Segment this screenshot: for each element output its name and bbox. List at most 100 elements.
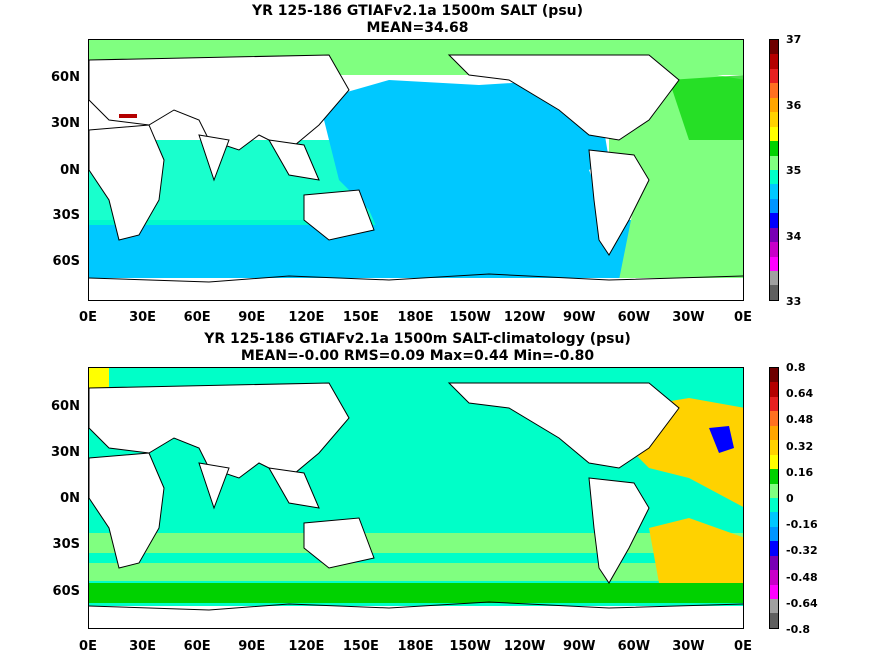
colorbar-label: 34 — [786, 229, 802, 243]
colorbar-segment — [770, 469, 778, 484]
labrador-negative — [709, 426, 734, 453]
colorbar — [769, 39, 779, 301]
x-tick-label: 30W — [672, 310, 705, 325]
colorbar-label: -0.48 — [786, 570, 818, 584]
africa-land — [89, 452, 165, 569]
colorbar-label: 36 — [786, 98, 802, 112]
y-tick-label: 60N — [51, 70, 80, 85]
antarctica-coast — [89, 273, 743, 283]
south-america-land — [588, 149, 650, 256]
salinity-map-plot — [89, 40, 743, 300]
colorbar-segment — [770, 440, 778, 455]
seasia-land — [268, 139, 320, 181]
colorbar-segment — [770, 368, 778, 383]
y-tick-label: 30N — [51, 445, 80, 460]
colorbar-segment — [770, 83, 778, 98]
north-atlantic-region — [669, 75, 743, 140]
x-tick-label: 60W — [617, 310, 651, 325]
colorbar-label: 0.64 — [786, 387, 814, 401]
colorbar-segment — [770, 497, 778, 513]
x-tick-label: 0E — [734, 310, 752, 325]
colorbar-label: 0.48 — [786, 413, 814, 427]
colorbar-label: 33 — [786, 295, 802, 308]
colorbar-segment — [770, 271, 778, 286]
colorbar-segment — [770, 526, 778, 542]
x-tick-label: 90E — [238, 310, 266, 325]
y-tick-label: 60S — [52, 584, 80, 599]
africa-land — [89, 124, 165, 241]
seasia-land — [268, 467, 320, 509]
arctic-positive — [89, 368, 109, 393]
colorbar-segment — [770, 155, 778, 170]
salinity-map — [88, 39, 744, 301]
colorbar-label: 0 — [786, 492, 794, 505]
colorbar-segment — [770, 411, 778, 426]
south-atlantic-positive — [649, 518, 743, 583]
colorbar-segment — [770, 396, 778, 412]
x-tick-label: 150W — [449, 639, 491, 654]
antarctica-coast — [89, 601, 743, 611]
colorbar-label: -0.16 — [786, 518, 818, 532]
india-land — [198, 462, 230, 510]
colorbar-segment — [770, 541, 778, 556]
southern-band-2 — [89, 563, 743, 581]
colorbar-segment — [770, 285, 778, 300]
colorbar-label: 0.8 — [786, 361, 806, 374]
x-tick-label: 120E — [288, 310, 325, 325]
colorbar-segment — [770, 112, 778, 127]
y-tick-label: 30N — [51, 116, 80, 131]
colorbar-label: 0.32 — [786, 439, 814, 453]
colorbar-label: -0.64 — [786, 596, 818, 610]
colorbar-label: -0.8 — [786, 623, 811, 636]
colorbar-segment — [770, 54, 778, 69]
colorbar-segment — [770, 213, 778, 228]
x-tick-label: 0E — [79, 310, 97, 325]
chart-subtitle: MEAN=-0.00 RMS=0.09 Max=0.44 Min=-0.80 — [240, 348, 595, 364]
y-tick-label: 0N — [60, 491, 80, 506]
antarctica-land — [89, 278, 743, 300]
colorbar-segment — [770, 242, 778, 257]
india-land — [198, 134, 230, 182]
x-tick-label: 90W — [563, 310, 596, 325]
x-tick-label: 60W — [617, 639, 651, 654]
x-tick-label: 0E — [79, 639, 97, 654]
colorbar-label: 0.16 — [786, 465, 814, 479]
x-tick-label: 150W — [449, 310, 491, 325]
colorbar-segment — [770, 141, 778, 156]
x-tick-label: 120E — [288, 639, 325, 654]
australia-land — [303, 517, 375, 569]
colorbar-segment — [770, 169, 778, 185]
north-america-land — [447, 382, 680, 469]
colorbar-segment — [770, 40, 778, 55]
chart-title: YR 125-186 GTIAFv2.1a 1500m SALT (psu) — [251, 3, 584, 19]
south-america-land — [588, 477, 650, 584]
y-tick-label: 0N — [60, 163, 80, 178]
north-america-land — [447, 54, 680, 141]
x-tick-label: 90W — [563, 639, 596, 654]
colorbar-segment — [770, 599, 778, 614]
x-tick-label: 90E — [238, 639, 266, 654]
y-tick-label: 60S — [52, 254, 80, 269]
y-tick-label: 30S — [52, 208, 80, 223]
colorbar-segment — [770, 68, 778, 84]
colorbar-segment — [770, 126, 778, 142]
colorbar-label: -0.32 — [786, 544, 818, 558]
salinity-anomaly-map-plot — [89, 368, 743, 628]
x-tick-label: 30W — [672, 639, 705, 654]
southern-band-3 — [89, 583, 743, 603]
colorbar-label: 35 — [786, 164, 802, 177]
colorbar — [769, 367, 779, 629]
x-tick-label: 60E — [183, 639, 211, 654]
colorbar-segment — [770, 570, 778, 585]
colorbar-segment — [770, 184, 778, 199]
antarctica-land — [89, 606, 743, 628]
colorbar-segment — [770, 382, 778, 397]
mediterranean-hotspot — [119, 114, 137, 118]
colorbar-segment — [770, 512, 778, 527]
colorbar-segment — [770, 97, 778, 113]
y-tick-label: 30S — [52, 537, 80, 552]
x-tick-label: 30E — [129, 310, 157, 325]
x-tick-label: 0E — [734, 639, 752, 654]
x-tick-label: 120W — [503, 310, 546, 325]
x-tick-label: 60E — [183, 310, 211, 325]
